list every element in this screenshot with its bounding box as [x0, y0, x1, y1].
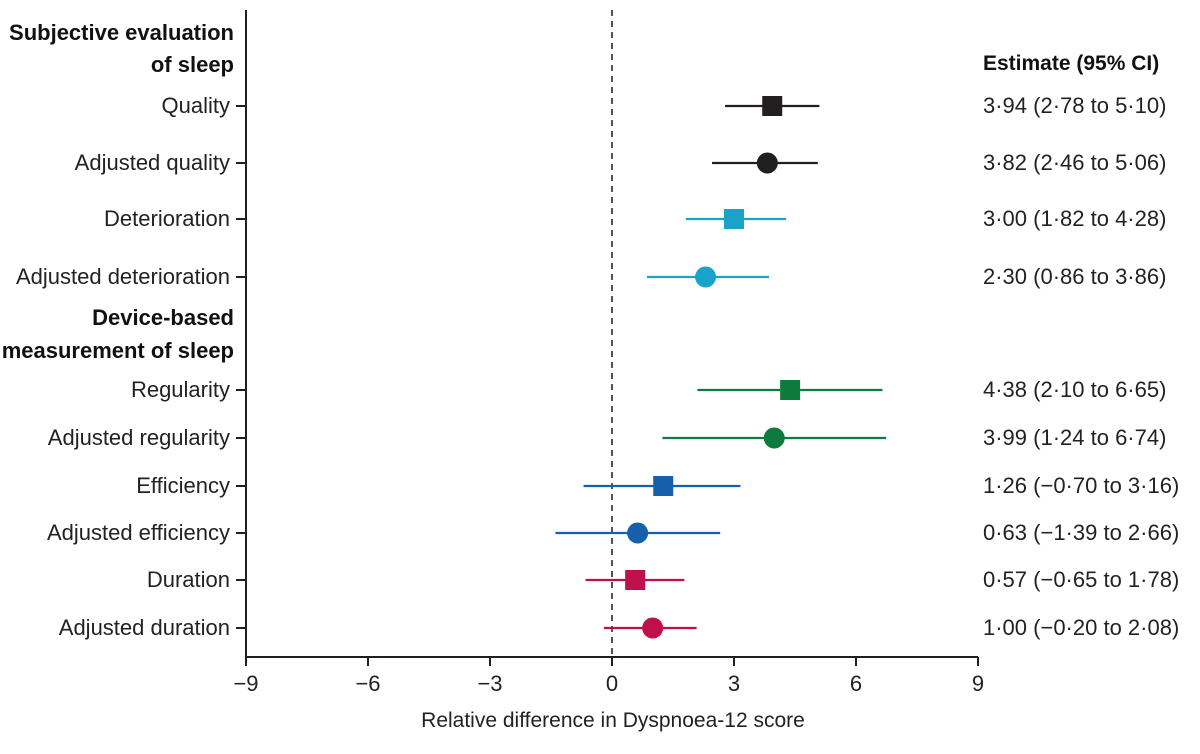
group-title: of sleep: [151, 52, 234, 77]
estimate-header: Estimate (95% CI): [983, 52, 1159, 75]
estimate-circle: [695, 266, 717, 288]
row-label: Efficiency: [136, 473, 230, 498]
group-title: Subjective evaluation: [9, 20, 234, 45]
x-tick-label: 9: [972, 671, 984, 696]
estimate-text: 2·30 (0·86 to 3·86): [983, 264, 1166, 289]
estimate-layer: Estimate (95% CI) 3·94 (2·78 to 5·10) 3·8…: [983, 52, 1179, 640]
row-label: Quality: [162, 93, 230, 118]
estimate-text: 0·57 (−0·65 to 1·78): [983, 567, 1179, 592]
estimate-square: [762, 96, 783, 116]
estimate-square: [625, 570, 646, 590]
estimate-text: 3·00 (1·82 to 4·28): [983, 206, 1166, 231]
x-tick-label: 0: [606, 671, 618, 696]
group-title: Device-based: [92, 305, 234, 330]
x-axis-title: Relative difference in Dyspnoea-12 score: [421, 709, 805, 732]
estimate-text: 0·63 (−1·39 to 2·66): [983, 520, 1179, 545]
estimate-text: 3·82 (2·46 to 5·06): [983, 150, 1166, 175]
estimate-square: [780, 380, 801, 400]
row-layer: Subjective evaluation of sleep Quality Adju…: [2, 20, 887, 640]
row-label: Regularity: [131, 377, 230, 402]
row-label: Adjusted regularity: [48, 425, 230, 450]
estimate-text: 3·94 (2·78 to 5·10): [983, 93, 1166, 118]
estimate-circle: [627, 522, 649, 544]
x-tick-label: −6: [355, 671, 380, 696]
x-tick-label: −3: [477, 671, 502, 696]
estimate-text: 4·38 (2·10 to 6·65): [983, 377, 1166, 402]
estimate-circle: [763, 427, 785, 449]
row-label: Adjusted duration: [59, 615, 230, 640]
axis-layer: −9 −6 −3 0 3 6 9: [233, 10, 984, 696]
estimate-circle: [756, 152, 778, 174]
row-label: Adjusted efficiency: [47, 520, 230, 545]
estimate-circle: [642, 617, 664, 639]
row-label: Duration: [147, 567, 230, 592]
estimate-square: [724, 209, 744, 229]
estimate-text: 1·00 (−0·20 to 2·08): [983, 615, 1179, 640]
row-label: Deterioration: [104, 206, 230, 231]
estimate-text: 1·26 (−0·70 to 3·16): [983, 473, 1179, 498]
estimate-square: [653, 476, 674, 496]
estimate-text: 3·99 (1·24 to 6·74): [983, 425, 1166, 450]
group-title: measurement of sleep: [2, 338, 234, 363]
x-tick-label: 3: [728, 671, 740, 696]
x-tick-label: 6: [850, 671, 862, 696]
row-label: Adjusted deterioration: [16, 264, 230, 289]
row-label: Adjusted quality: [75, 150, 230, 175]
x-tick-label: −9: [233, 671, 258, 696]
